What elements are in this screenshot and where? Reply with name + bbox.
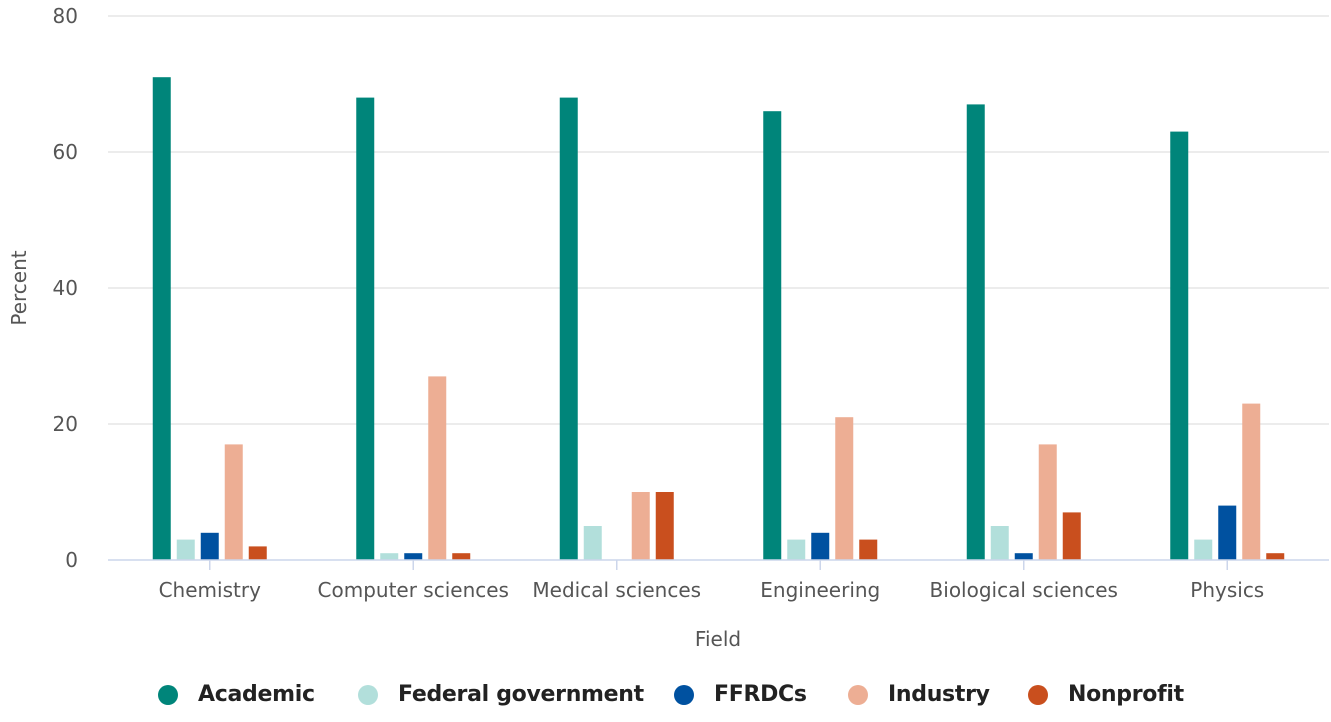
y-tick-label: 40 xyxy=(53,276,78,300)
bar-series xyxy=(152,77,1285,561)
legend-marker-icon xyxy=(358,684,378,705)
legend-label: Industry xyxy=(888,682,990,707)
legend-item-academic[interactable]: Academic xyxy=(158,682,315,707)
legend-item-federal-government[interactable]: Federal government xyxy=(358,682,644,707)
legend-item-nonprofit[interactable]: Nonprofit xyxy=(1028,682,1184,707)
y-tick-label: 0 xyxy=(65,548,78,572)
bar-federal-government-chemistry xyxy=(176,539,195,560)
bar-federal-government-physics xyxy=(1194,539,1213,560)
x-tick-label: Physics xyxy=(1190,578,1264,602)
y-tick-label: 60 xyxy=(53,140,78,164)
bar-academic-physics xyxy=(1170,131,1189,560)
bar-academic-biological-sciences xyxy=(966,104,985,561)
legend-label: Nonprofit xyxy=(1068,682,1184,707)
legend-label: Federal government xyxy=(398,682,644,707)
bar-ffrdcs-biological-sciences xyxy=(1014,553,1033,560)
bar-nonprofit-biological-sciences xyxy=(1062,512,1081,560)
bar-nonprofit-chemistry xyxy=(248,546,267,560)
bar-ffrdcs-engineering xyxy=(811,532,830,560)
x-axis-title: Field xyxy=(695,627,741,651)
bar-chart: 0 20 40 60 80 Chemistry Computer sciences Medi… xyxy=(7,4,1329,651)
legend-item-ffrdcs[interactable]: FFRDCs xyxy=(674,682,807,707)
x-tick-label: Biological sciences xyxy=(930,578,1118,602)
bar-nonprofit-computer-sciences xyxy=(452,553,471,560)
y-axis-tick-labels: 0 20 40 60 80 xyxy=(53,4,78,572)
legend-item-industry[interactable]: Industry xyxy=(848,682,990,707)
legend-marker-icon xyxy=(158,684,178,705)
bar-nonprofit-medical-sciences xyxy=(655,492,674,560)
bar-ffrdcs-computer-sciences xyxy=(404,553,423,560)
grid-lines xyxy=(108,15,1329,425)
bar-industry-physics xyxy=(1242,403,1261,560)
bar-federal-government-biological-sciences xyxy=(990,526,1009,560)
legend-label: FFRDCs xyxy=(714,682,807,707)
y-tick-label: 80 xyxy=(53,4,78,28)
bar-industry-computer-sciences xyxy=(428,376,447,560)
x-tick-label: Chemistry xyxy=(159,578,261,602)
y-axis-title: Percent xyxy=(7,250,31,325)
bar-ffrdcs-chemistry xyxy=(200,532,219,560)
bar-nonprofit-engineering xyxy=(859,539,878,560)
bar-industry-medical-sciences xyxy=(631,492,650,560)
bar-federal-government-computer-sciences xyxy=(380,553,399,560)
bar-industry-engineering xyxy=(835,417,854,560)
bar-industry-chemistry xyxy=(224,444,243,560)
x-axis-tick-labels: Chemistry Computer sciences Medical scienc… xyxy=(159,560,1264,602)
legend-marker-icon xyxy=(848,684,868,705)
chart-legend: Academic Federal government FFRDCs Industry… xyxy=(0,682,1331,722)
x-tick-label: Engineering xyxy=(760,578,880,602)
bar-industry-biological-sciences xyxy=(1038,444,1057,560)
bar-ffrdcs-physics xyxy=(1218,505,1237,560)
y-tick-label: 20 xyxy=(53,412,78,436)
bar-academic-engineering xyxy=(763,111,782,560)
bar-academic-computer-sciences xyxy=(356,97,375,560)
bar-academic-chemistry xyxy=(152,77,171,560)
bar-academic-medical-sciences xyxy=(559,97,578,560)
x-tick-label: Computer sciences xyxy=(318,578,509,602)
bar-federal-government-medical-sciences xyxy=(583,526,602,560)
legend-label: Academic xyxy=(198,682,315,707)
bar-federal-government-engineering xyxy=(787,539,806,560)
legend-marker-icon xyxy=(1028,684,1048,705)
legend-marker-icon xyxy=(674,684,694,705)
x-tick-label: Medical sciences xyxy=(532,578,701,602)
bar-nonprofit-physics xyxy=(1266,553,1285,560)
